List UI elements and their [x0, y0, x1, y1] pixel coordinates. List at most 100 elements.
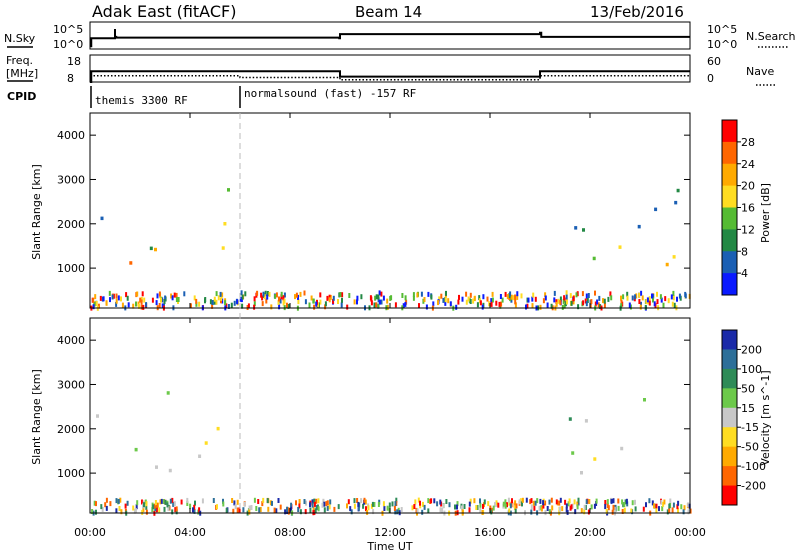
scatter-cell	[584, 298, 587, 304]
scatter-cell	[211, 303, 214, 309]
scatter-cell	[637, 224, 641, 229]
scatter-cell	[378, 299, 381, 305]
scatter-cell	[665, 262, 669, 267]
scatter-cell	[253, 497, 256, 503]
power-cbar-label: Power [dB]	[759, 183, 772, 243]
scatter-cell	[298, 503, 301, 509]
nave-series-line	[90, 74, 690, 81]
nsky-tick-top: 10^5	[53, 23, 83, 36]
scatter-cell	[282, 295, 285, 301]
scatter-cell	[311, 502, 314, 508]
scatter-cell	[597, 302, 600, 308]
y-tick-label: 3000	[57, 378, 85, 391]
scatter-cell	[639, 304, 642, 310]
scatter-cell	[419, 500, 421, 506]
scatter-cell	[233, 500, 236, 506]
scatter-cell	[266, 294, 269, 300]
scatter-cell	[618, 245, 622, 249]
scatter-cell	[227, 304, 230, 309]
scatter-cell	[374, 295, 377, 301]
scatter-cell	[390, 295, 393, 301]
scatter-cell	[561, 506, 564, 512]
scatter-cell	[510, 297, 513, 303]
scatter-cell	[394, 509, 397, 515]
scatter-cell	[299, 509, 302, 515]
scatter-cell	[117, 295, 120, 301]
scatter-cell	[295, 500, 297, 506]
colorbar-segment	[722, 141, 737, 165]
scatter-cell	[534, 296, 537, 302]
scatter-cell	[109, 501, 112, 507]
scatter-cell	[603, 298, 606, 304]
scatter-cell	[139, 297, 142, 303]
scatter-cell	[580, 471, 583, 475]
scatter-cell	[473, 296, 476, 302]
scatter-cell	[156, 502, 159, 508]
scatter-cell	[669, 498, 672, 504]
scatter-cell	[143, 297, 146, 303]
scatter-cell	[326, 500, 329, 506]
scatter-cell	[142, 304, 145, 310]
scatter-cell	[629, 304, 632, 310]
scatter-cell	[367, 505, 370, 511]
nave-tick-top: 60	[707, 55, 721, 68]
scatter-cell	[151, 297, 154, 303]
scatter-cell	[104, 502, 107, 508]
scatter-cell	[585, 301, 588, 307]
scatter-cell	[253, 301, 256, 307]
scatter-cell	[337, 299, 339, 304]
scatter-cell	[611, 509, 614, 515]
scatter-cell	[411, 505, 414, 511]
colorbar-segment	[722, 368, 737, 389]
scatter-cell	[558, 506, 561, 512]
scatter-cell	[253, 304, 256, 310]
scatter-cell	[506, 294, 509, 300]
scatter-cell	[277, 299, 280, 305]
freq-frame	[89, 54, 691, 83]
velocity-scatter-cells	[91, 391, 692, 516]
scatter-cell	[192, 507, 194, 513]
scatter-cell	[420, 291, 423, 297]
scatter-cell	[154, 506, 157, 512]
scatter-cell	[162, 499, 165, 504]
scatter-cell	[394, 501, 397, 507]
velocity-frame	[89, 317, 691, 514]
scatter-cell	[135, 504, 138, 510]
scatter-cell	[519, 498, 522, 504]
scatter-cell	[623, 502, 626, 507]
colorbar-segment	[722, 485, 737, 506]
scatter-cell	[620, 300, 623, 305]
scatter-cell	[154, 247, 157, 252]
scatter-cell	[604, 504, 607, 510]
scatter-cell	[143, 502, 145, 508]
colorbar-segment	[722, 185, 737, 208]
colorbar-tick-label: 200	[741, 343, 762, 356]
scatter-cell	[529, 499, 532, 505]
scatter-cell	[479, 498, 481, 504]
scatter-cell	[315, 498, 318, 504]
scatter-cell	[593, 503, 596, 509]
scatter-cell	[365, 506, 367, 512]
scatter-cell	[622, 502, 625, 508]
scatter-cell	[514, 299, 517, 305]
scatter-cell	[134, 447, 138, 452]
scatter-cell	[266, 498, 269, 504]
scatter-cell	[565, 294, 568, 300]
x-tick-label: 20:00	[574, 526, 606, 539]
scatter-cell	[258, 507, 261, 513]
scatter-cell	[583, 509, 586, 515]
scatter-cell	[566, 509, 569, 515]
scatter-cell	[638, 292, 641, 298]
scatter-cell	[490, 509, 493, 515]
scatter-cell	[433, 498, 436, 504]
scatter-cell	[378, 290, 381, 296]
scatter-cell	[469, 299, 472, 304]
scatter-cell	[508, 508, 511, 514]
y-tick-label: 2000	[57, 423, 85, 436]
scatter-cell	[564, 499, 567, 505]
x-tick-label: 12:00	[374, 526, 406, 539]
scatter-cell	[99, 295, 102, 301]
scatter-cell	[346, 304, 349, 310]
scatter-cell	[442, 503, 445, 509]
scatter-cell	[540, 506, 543, 512]
